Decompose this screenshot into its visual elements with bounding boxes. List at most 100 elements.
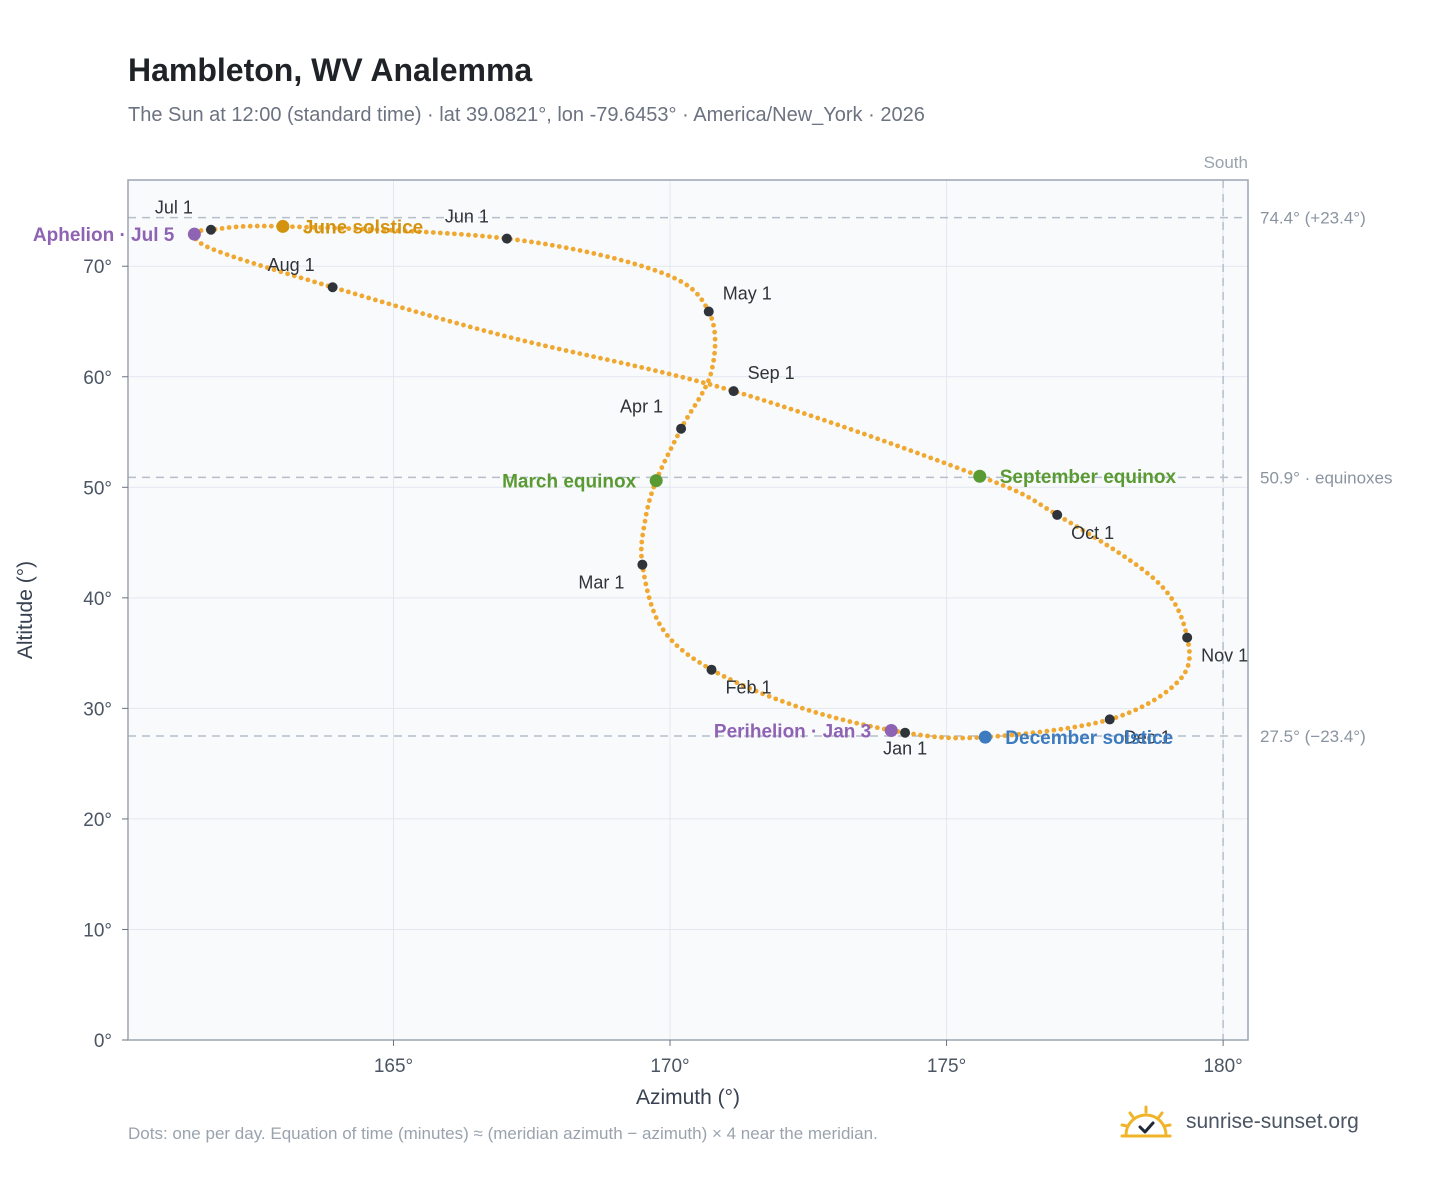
brand[interactable]: sunrise-sunset.org — [1120, 1102, 1359, 1142]
day-dot — [868, 434, 874, 439]
day-dot — [685, 414, 690, 420]
day-dot — [699, 297, 705, 303]
day-dot — [461, 322, 466, 328]
day-dot — [874, 725, 880, 731]
day-dot — [251, 261, 257, 266]
chart-title: Hambleton, WV Analemma — [128, 52, 533, 88]
day-dot — [712, 350, 717, 356]
day-dot — [420, 311, 426, 317]
day-dot — [211, 247, 217, 253]
plot-background — [128, 180, 1248, 1040]
day-dot — [577, 351, 583, 357]
day-dot — [1145, 701, 1151, 706]
day-dot — [703, 384, 708, 390]
day-dot — [781, 404, 787, 410]
day-dot — [640, 532, 646, 538]
day-dot — [855, 429, 861, 435]
day-dot — [748, 393, 754, 399]
y-tick-label: 60° — [83, 368, 112, 389]
day-dot — [967, 735, 973, 741]
month-marker-label: May 1 — [723, 284, 772, 304]
day-dot — [653, 615, 659, 620]
day-dot — [233, 224, 239, 230]
day-dot — [808, 413, 814, 419]
x-tick-label: 180° — [1203, 1056, 1242, 1077]
day-dot — [409, 228, 415, 234]
day-dot — [960, 735, 966, 741]
day-dot — [522, 238, 527, 244]
day-dot — [669, 638, 675, 644]
day-dot — [662, 458, 668, 464]
day-dot — [386, 301, 392, 307]
month-marker — [327, 282, 338, 293]
x-tick-label: 170° — [650, 1056, 689, 1077]
day-dot — [939, 734, 944, 740]
day-dot — [847, 719, 853, 724]
day-dot — [673, 373, 679, 379]
day-dot — [625, 259, 631, 265]
day-dot — [1030, 730, 1036, 736]
day-dot — [684, 282, 690, 288]
day-dot — [388, 227, 394, 233]
day-dot — [645, 265, 651, 271]
day-dot — [549, 242, 555, 248]
day-dot — [466, 232, 471, 238]
day-dot — [454, 320, 460, 326]
day-dot — [1179, 675, 1184, 681]
day-dot — [707, 382, 713, 387]
day-dot — [822, 417, 827, 423]
day-dot — [1169, 685, 1174, 691]
day-dot — [766, 693, 772, 699]
event-marker — [187, 227, 201, 241]
event-marker — [649, 474, 663, 488]
day-dot — [680, 374, 686, 380]
day-dot — [339, 225, 345, 231]
day-dot — [668, 446, 674, 451]
day-dot — [741, 391, 747, 397]
day-dot — [699, 390, 705, 396]
day-dot — [268, 223, 274, 229]
day-dot — [659, 270, 664, 276]
day-dot — [888, 441, 894, 446]
day-dot — [247, 223, 253, 229]
day-dot — [508, 335, 514, 341]
day-dot — [261, 223, 267, 229]
day-dot — [264, 265, 270, 271]
day-dot — [1144, 570, 1150, 576]
day-dot — [556, 244, 562, 249]
day-dot — [727, 677, 733, 682]
month-marker — [703, 306, 714, 317]
month-marker — [676, 423, 687, 434]
day-dot — [694, 378, 699, 384]
day-dot — [861, 722, 866, 728]
day-dot — [522, 338, 528, 344]
day-dot — [987, 477, 993, 483]
month-marker-label: Oct 1 — [1071, 523, 1114, 543]
day-dot — [1178, 614, 1184, 620]
day-dot — [815, 415, 821, 421]
day-dot — [734, 680, 740, 685]
day-dot — [311, 224, 316, 230]
month-marker-label: Jul 1 — [155, 198, 193, 218]
day-dot — [1023, 731, 1029, 737]
day-dot — [687, 376, 693, 382]
day-dot — [1026, 494, 1032, 500]
day-dot — [875, 436, 881, 442]
day-dot — [671, 439, 677, 445]
day-dot — [423, 229, 429, 235]
day-dot — [775, 402, 780, 408]
day-dot — [1100, 719, 1105, 724]
reference-line-label: 74.4° (+23.4°) — [1260, 209, 1366, 228]
day-dot — [1150, 575, 1156, 581]
day-dot — [639, 539, 645, 545]
day-dot — [459, 231, 464, 237]
day-dot — [318, 281, 324, 287]
day-dot — [688, 408, 694, 414]
day-dot — [1139, 704, 1145, 710]
day-dot — [854, 720, 860, 726]
month-marker-label: Nov 1 — [1201, 646, 1248, 666]
day-dot — [1013, 488, 1019, 494]
day-dot — [1044, 728, 1050, 734]
day-dot — [570, 246, 576, 252]
day-dot — [649, 491, 654, 497]
